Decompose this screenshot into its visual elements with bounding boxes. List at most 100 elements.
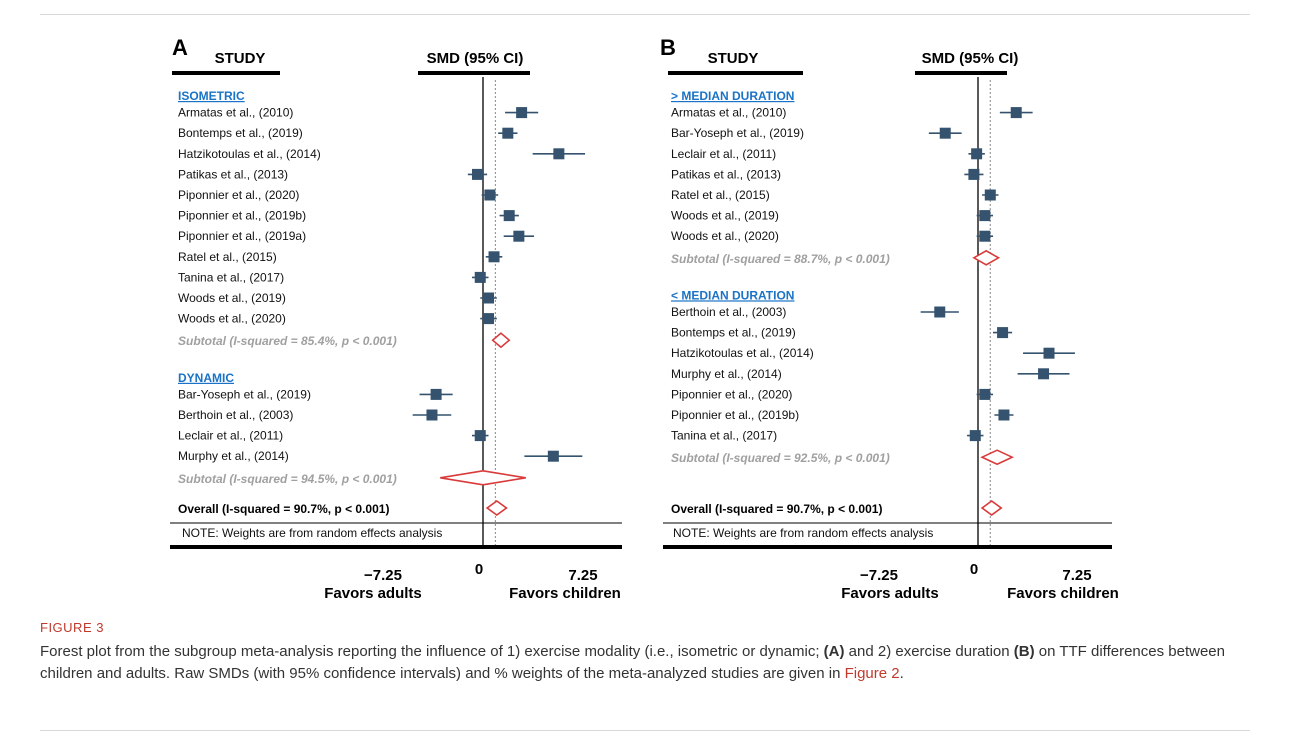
subtotal-diamond xyxy=(440,469,526,486)
study-1-marker xyxy=(939,127,951,139)
caption-ref-b: (B) xyxy=(1013,643,1035,660)
study-0-marker xyxy=(430,388,442,400)
study-1-marker xyxy=(997,327,1009,339)
group-heading: < MEDIAN DURATION xyxy=(671,288,794,302)
study-label: Patikas et al., (2013) xyxy=(671,167,781,181)
subtotal-label: Subtotal (I-squared = 94.5%, p < 0.001) xyxy=(178,472,397,486)
overall-label: Overall (I-squared = 90.7%, p < 0.001) xyxy=(178,502,389,516)
study-4-marker xyxy=(979,388,991,400)
study-label: Woods et al., (2020) xyxy=(178,312,286,326)
study-label: Hatzikotoulas et al., (2014) xyxy=(178,147,321,161)
study-5-marker xyxy=(979,210,991,222)
caption-part: and 2) exercise duration xyxy=(844,643,1014,660)
figure-caption: FIGURE 3 Forest plot from the subgroup m… xyxy=(40,620,1250,685)
subtotal-diamond xyxy=(972,249,1001,266)
study-label: Bontemps et al., (2019) xyxy=(671,326,796,340)
study-3-marker xyxy=(547,450,559,462)
x-tick-label: 7.25 xyxy=(1062,567,1091,584)
study-label: Ratel et al., (2015) xyxy=(671,188,770,202)
study-2-marker xyxy=(971,148,983,160)
group-heading: DYNAMIC xyxy=(178,371,234,385)
study-label: Piponnier et al., (2019b) xyxy=(178,209,306,223)
study-2-marker xyxy=(474,430,486,442)
study-header-rule xyxy=(172,71,280,75)
top-divider xyxy=(40,14,1250,15)
x-tick-label: 0 xyxy=(475,561,483,578)
study-label: Bar-Yoseph et al., (2019) xyxy=(178,387,311,401)
study-1-marker xyxy=(502,127,514,139)
study-label: Murphy et al., (2014) xyxy=(178,449,289,463)
caption-ref-a: (A) xyxy=(823,643,845,660)
x-tick-label: 7.25 xyxy=(568,567,597,584)
subtotal-diamond xyxy=(980,449,1015,466)
study-3-marker xyxy=(968,168,980,180)
figure-caption-text: Forest plot from the subgroup meta-analy… xyxy=(40,641,1250,685)
study-label: Tanina et al., (2017) xyxy=(671,429,777,443)
study-header: STUDY xyxy=(215,50,266,67)
study-6-marker xyxy=(969,430,981,442)
study-5-marker xyxy=(503,210,515,222)
effect-header: SMD (95% CI) xyxy=(427,50,524,67)
study-label: Leclair et al., (2011) xyxy=(671,147,776,161)
x-axis xyxy=(663,545,1112,549)
effect-header: SMD (95% CI) xyxy=(922,50,1019,67)
favors-adults-label: Favors adults xyxy=(324,585,422,602)
study-5-marker xyxy=(998,409,1010,421)
study-label: Bar-Yoseph et al., (2019) xyxy=(671,126,804,140)
caption-link-figure-2[interactable]: Figure 2 xyxy=(844,665,900,682)
x-tick-label: −7.25 xyxy=(364,567,402,584)
study-3-marker xyxy=(471,168,483,180)
study-label: Bontemps et al., (2019) xyxy=(178,126,303,140)
study-0-marker xyxy=(934,306,946,318)
caption-part: Forest plot from the subgroup meta-analy… xyxy=(40,643,824,660)
forest-plot-panel-b: B STUDY SMD (95% CI) > MEDIAN DURATION Armat… xyxy=(660,35,1119,602)
study-header-rule xyxy=(668,71,803,75)
study-label: Piponnier et al., (2019b) xyxy=(671,408,799,422)
study-2-marker xyxy=(553,148,565,160)
study-7-marker xyxy=(488,251,500,263)
study-label: Berthoin et al., (2003) xyxy=(671,305,786,319)
study-label: Murphy et al., (2014) xyxy=(671,367,782,381)
subtotal-label: Subtotal (I-squared = 85.4%, p < 0.001) xyxy=(178,334,397,348)
study-label: Piponnier et al., (2020) xyxy=(178,188,299,202)
study-label: Tanina et al., (2017) xyxy=(178,270,284,284)
favors-children-label: Favors children xyxy=(509,585,621,602)
panel-letter: A xyxy=(172,35,188,60)
study-label: Piponnier et al., (2019a) xyxy=(178,229,306,243)
weights-note: NOTE: Weights are from random effects an… xyxy=(673,526,933,540)
study-label: Armatas et al., (2010) xyxy=(178,106,293,120)
study-10-marker xyxy=(483,313,495,325)
weights-note: NOTE: Weights are from random effects an… xyxy=(182,526,442,540)
study-3-marker xyxy=(1038,368,1050,380)
study-label: Woods et al., (2020) xyxy=(671,229,779,243)
study-0-marker xyxy=(1010,107,1022,119)
favors-children-label: Favors children xyxy=(1007,585,1119,602)
figure-label: FIGURE 3 xyxy=(40,620,104,635)
study-label: Woods et al., (2019) xyxy=(671,209,779,223)
subtotal-label: Subtotal (I-squared = 88.7%, p < 0.001) xyxy=(671,252,890,266)
panel-letter: B xyxy=(660,35,676,60)
study-1-marker xyxy=(426,409,438,421)
bottom-divider xyxy=(40,730,1250,731)
study-label: Patikas et al., (2013) xyxy=(178,167,288,181)
study-label: Hatzikotoulas et al., (2014) xyxy=(671,346,814,360)
study-4-marker xyxy=(484,189,496,201)
caption-part: . xyxy=(899,665,904,682)
group-heading: ISOMETRIC xyxy=(178,89,245,103)
study-2-marker xyxy=(1043,347,1055,359)
favors-adults-label: Favors adults xyxy=(841,585,939,602)
caption-part: on TTF differences between children and … xyxy=(40,643,1225,682)
effect-header-rule xyxy=(418,71,530,75)
overall-diamond xyxy=(980,500,1003,516)
study-label: Piponnier et al., (2020) xyxy=(671,387,792,401)
study-label: Leclair et al., (2011) xyxy=(178,429,283,443)
group-heading: > MEDIAN DURATION xyxy=(671,89,794,103)
x-tick-label: 0 xyxy=(970,561,978,578)
effect-header-rule xyxy=(915,71,1007,75)
study-6-marker xyxy=(513,230,525,242)
overall-label: Overall (I-squared = 90.7%, p < 0.001) xyxy=(671,502,882,516)
study-6-marker xyxy=(979,230,991,242)
study-9-marker xyxy=(483,292,495,304)
study-label: Woods et al., (2019) xyxy=(178,291,286,305)
x-tick-label: −7.25 xyxy=(860,567,898,584)
